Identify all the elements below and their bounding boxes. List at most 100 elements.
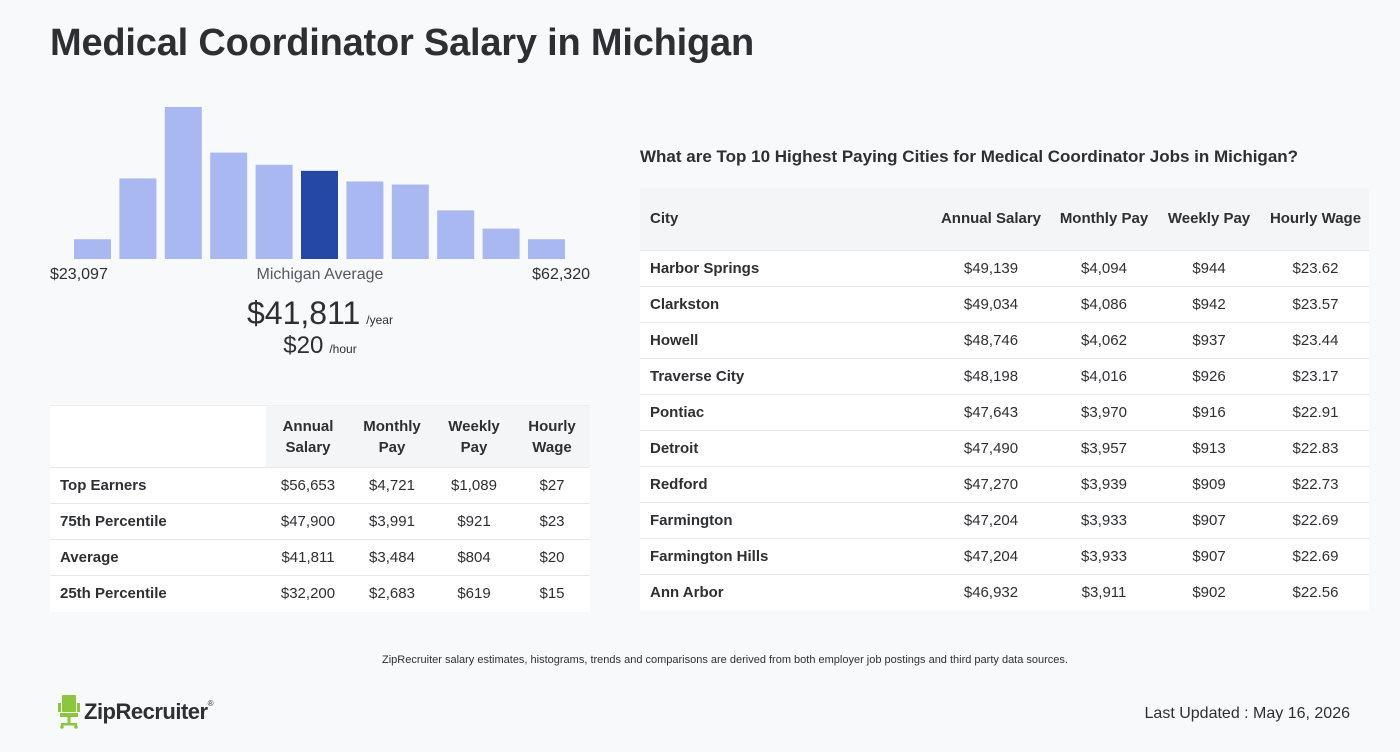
city-hourly: $22.56 — [1262, 573, 1369, 610]
histogram-svg — [74, 107, 565, 259]
hourly-average: $20/hour — [50, 332, 590, 360]
city-name: Ann Arbor — [640, 573, 930, 610]
cities-header-annual: Annual Salary — [930, 188, 1052, 250]
city-weekly: $902 — [1156, 573, 1262, 610]
percentile-row-label: 25th Percentile — [50, 575, 266, 612]
last-updated: Last Updated : May 16, 2026 — [1144, 705, 1350, 722]
city-weekly: $937 — [1156, 321, 1262, 358]
city-name: Farmington — [640, 501, 930, 538]
cities-table-header: City Annual Salary Monthly Pay Weekly Pa… — [640, 188, 1369, 250]
percentile-hourly: $20 — [514, 539, 590, 576]
city-row: Farmington $47,204 $3,933 $907 $22.69 — [640, 501, 1369, 538]
percentile-annual: $47,900 — [266, 503, 350, 540]
histogram-bar — [74, 239, 111, 259]
cities-title: What are Top 10 Highest Paying Cities fo… — [640, 147, 1299, 166]
percentile-hourly: $15 — [514, 575, 590, 612]
city-monthly: $3,939 — [1052, 465, 1156, 502]
city-name: Pontiac — [640, 393, 930, 430]
city-monthly: $4,016 — [1052, 357, 1156, 394]
city-hourly: $23.44 — [1262, 321, 1369, 358]
percentile-hourly: $23 — [514, 503, 590, 540]
histogram-bar — [119, 178, 157, 259]
percentile-header-blank — [50, 405, 266, 468]
city-monthly: $4,062 — [1052, 321, 1156, 358]
histogram-bar-average — [301, 170, 338, 259]
histogram-bar — [255, 164, 293, 259]
city-annual: $48,746 — [930, 321, 1052, 358]
percentile-header-annual: Annual Salary — [266, 405, 350, 468]
city-name: Farmington Hills — [640, 537, 930, 574]
histogram-bar — [528, 239, 565, 259]
histogram-bar — [346, 181, 384, 259]
percentile-row: Top Earners $56,653 $4,721 $1,089 $27 — [50, 467, 590, 504]
percentile-monthly: $3,484 — [350, 539, 434, 576]
histogram-bar — [482, 228, 520, 259]
percentile-header-weekly: Weekly Pay — [434, 405, 514, 468]
percentile-header-hourly: Hourly Wage — [514, 405, 590, 468]
city-annual: $46,932 — [930, 573, 1052, 610]
city-monthly: $3,933 — [1052, 501, 1156, 538]
ziprecruiter-logo[interactable]: ZipRecruiter® — [58, 695, 214, 729]
percentile-annual: $56,653 — [266, 467, 350, 504]
percentile-row-label: Average — [50, 539, 266, 576]
percentile-annual: $32,200 — [266, 575, 350, 612]
city-weekly: $909 — [1156, 465, 1262, 502]
city-monthly: $4,086 — [1052, 285, 1156, 322]
disclaimer: ZipRecruiter salary estimates, histogram… — [382, 654, 1068, 666]
city-weekly: $944 — [1156, 249, 1262, 286]
city-hourly: $22.83 — [1262, 429, 1369, 466]
logo-registered-mark: ® — [207, 699, 214, 708]
logo-text: ZipRecruiter® — [84, 699, 214, 725]
cities-header-monthly: Monthly Pay — [1052, 188, 1156, 250]
city-annual: $47,270 — [930, 465, 1052, 502]
page-title: Medical Coordinator Salary in Michigan — [50, 22, 754, 64]
percentile-row: 25th Percentile $32,200 $2,683 $619 $15 — [50, 575, 590, 612]
city-annual: $47,204 — [930, 501, 1052, 538]
city-row: Ann Arbor $46,932 $3,911 $902 $22.56 — [640, 573, 1369, 610]
percentile-annual: $41,811 — [266, 539, 350, 576]
city-monthly: $3,911 — [1052, 573, 1156, 610]
city-weekly: $907 — [1156, 537, 1262, 574]
histogram-bar — [437, 210, 475, 259]
logo-wordmark: ZipRecruiter — [84, 699, 208, 724]
ziprecruiter-chair-icon — [58, 695, 80, 729]
percentile-weekly: $921 — [434, 503, 514, 540]
city-weekly: $926 — [1156, 357, 1262, 394]
city-monthly: $3,933 — [1052, 537, 1156, 574]
percentile-monthly: $4,721 — [350, 467, 434, 504]
cities-header-weekly: Weekly Pay — [1156, 188, 1262, 250]
city-name: Detroit — [640, 429, 930, 466]
salary-histogram — [50, 100, 590, 260]
city-monthly: $3,970 — [1052, 393, 1156, 430]
histogram-bar — [210, 152, 248, 259]
hourly-unit: /hour — [329, 342, 357, 356]
city-monthly: $3,957 — [1052, 429, 1156, 466]
city-hourly: $23.62 — [1262, 249, 1369, 286]
city-row: Pontiac $47,643 $3,970 $916 $22.91 — [640, 393, 1369, 430]
percentile-weekly: $1,089 — [434, 467, 514, 504]
percentile-weekly: $619 — [434, 575, 514, 612]
city-weekly: $907 — [1156, 501, 1262, 538]
city-monthly: $4,094 — [1052, 249, 1156, 286]
percentile-header-monthly: Monthly Pay — [350, 405, 434, 468]
cities-header-city: City — [640, 188, 930, 250]
histogram-bar — [391, 184, 429, 259]
city-weekly: $916 — [1156, 393, 1262, 430]
city-hourly: $22.69 — [1262, 537, 1369, 574]
percentile-monthly: $3,991 — [350, 503, 434, 540]
percentile-table-header: Annual Salary Monthly Pay Weekly Pay Hou… — [50, 405, 590, 468]
city-hourly: $23.17 — [1262, 357, 1369, 394]
city-name: Traverse City — [640, 357, 930, 394]
city-annual: $49,139 — [930, 249, 1052, 286]
city-hourly: $23.57 — [1262, 285, 1369, 322]
city-annual: $47,204 — [930, 537, 1052, 574]
percentile-row: 75th Percentile $47,900 $3,991 $921 $23 — [50, 503, 590, 540]
histogram-min-label: $23,097 — [50, 266, 108, 283]
percentile-row: Average $41,811 $3,484 $804 $20 — [50, 539, 590, 576]
percentile-weekly: $804 — [434, 539, 514, 576]
city-row: Farmington Hills $47,204 $3,933 $907 $22.69 — [640, 537, 1369, 574]
city-row: Clarkston $49,034 $4,086 $942 $23.57 — [640, 285, 1369, 322]
percentile-row-label: Top Earners — [50, 467, 266, 504]
city-name: Howell — [640, 321, 930, 358]
histogram-bar — [164, 107, 202, 259]
